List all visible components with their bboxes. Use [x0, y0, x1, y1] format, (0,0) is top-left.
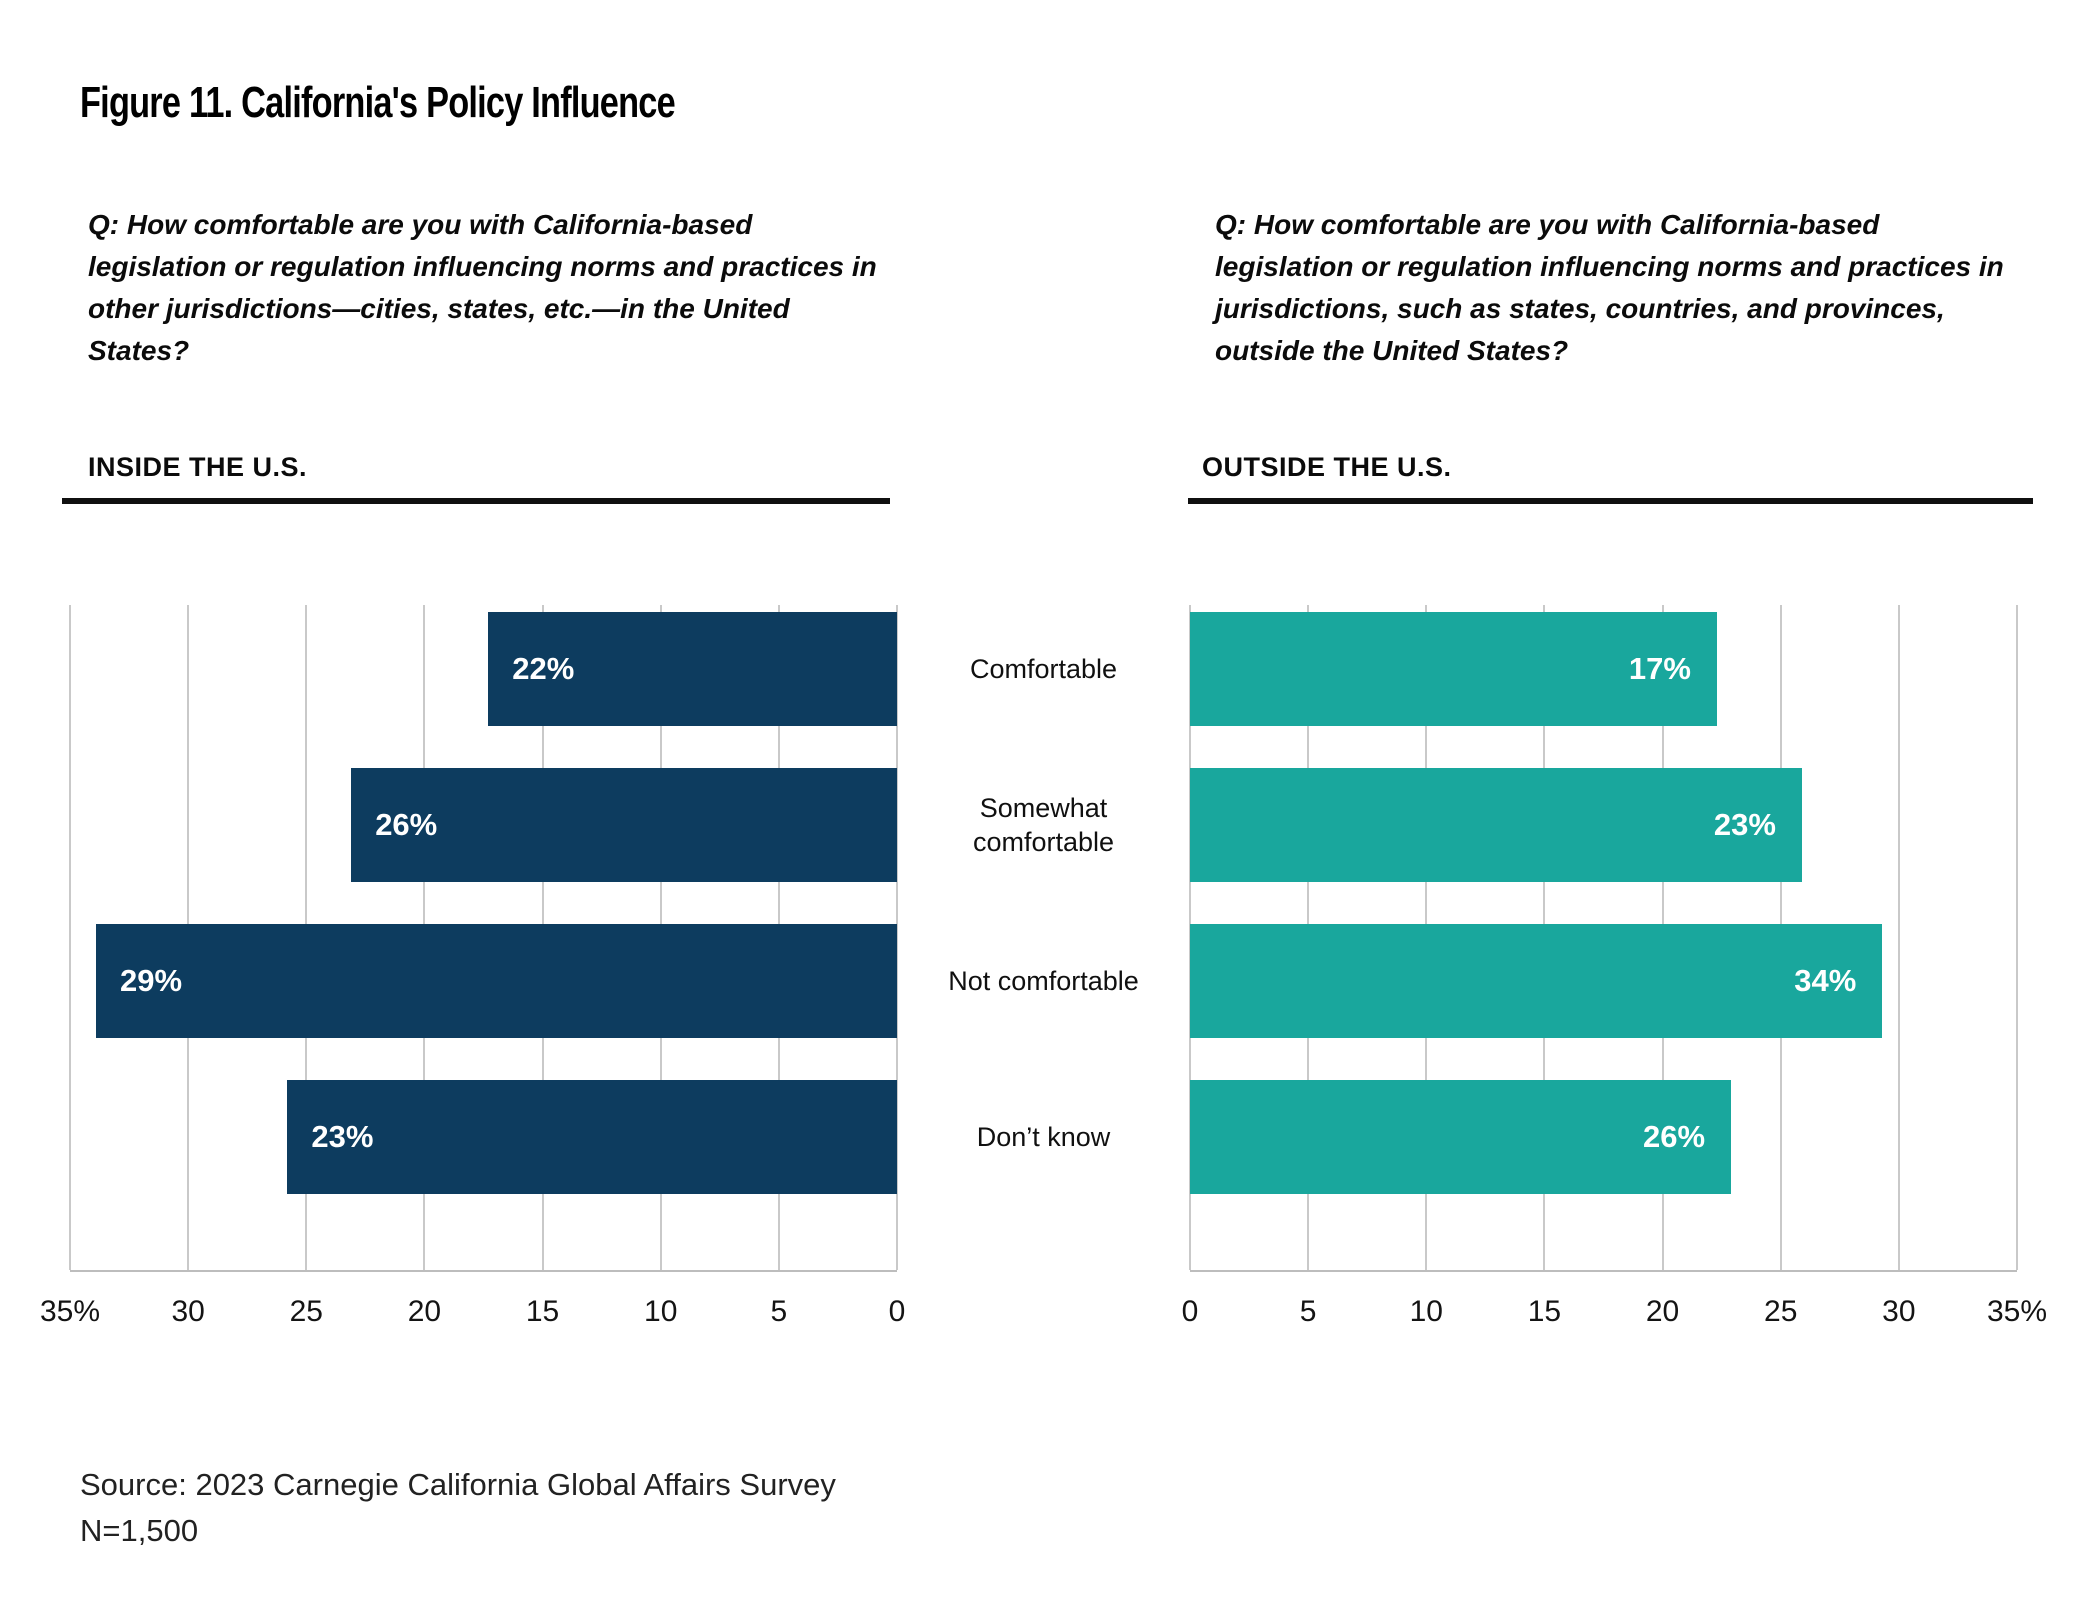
bar-value-label: 26%	[375, 807, 438, 842]
x-tick-label: 15	[1527, 1295, 1562, 1328]
bar-row: 23%	[70, 1080, 897, 1194]
bar-row: 26%	[70, 768, 897, 882]
bar-value-label: 23%	[311, 1119, 374, 1154]
gridline	[69, 605, 71, 1270]
section-header-outside-us-label: OUTSIDE THE U.S.	[1202, 452, 1452, 482]
x-tick-label: 0	[888, 1295, 906, 1328]
bar-row: 29%	[70, 924, 897, 1038]
x-tick-label: 20	[407, 1295, 442, 1328]
category-label: Don’t know	[976, 1122, 1111, 1152]
gridline	[1897, 605, 1900, 1270]
category-row: Not comfortable	[897, 924, 1190, 1038]
x-tick-label: 0	[1181, 1295, 1199, 1328]
bar-don-t-know: 23%	[287, 1080, 897, 1194]
section-header-inside-us-label: INSIDE THE U.S.	[88, 452, 308, 482]
section-header-inside-us: INSIDE THE U.S.	[62, 452, 890, 504]
question-inside-us: Q: How comfortable are you with Californ…	[88, 209, 877, 366]
bar-value-label: 23%	[1713, 807, 1776, 842]
category-label: Somewhat comfortable	[972, 793, 1115, 857]
x-tick-label: 5	[1299, 1295, 1317, 1328]
bar-value-label: 29%	[120, 963, 183, 998]
bar-row: 22%	[70, 612, 897, 726]
bar-somewhat-comfortable: 23%	[1190, 768, 1802, 882]
bar-value-label: 22%	[512, 651, 575, 686]
figure-title: Figure 11. California's Policy Influence	[80, 78, 676, 127]
chart-outside-us: 17% 23% 34% 26%	[1189, 605, 2018, 1272]
gridline	[896, 605, 898, 1270]
category-row: Somewhat comfortable	[897, 768, 1190, 882]
category-labels: Comfortable Somewhat comfortable Not comfo…	[897, 605, 1190, 1270]
bar-somewhat-comfortable: 26%	[351, 768, 897, 882]
bar-row: 17%	[1190, 612, 2017, 726]
sample-size: N=1,500	[80, 1513, 199, 1548]
category-label: Not comfortable	[948, 966, 1139, 996]
category-row: Don’t know	[897, 1080, 1190, 1194]
category-label: Comfortable	[969, 654, 1118, 684]
bar-value-label: 34%	[1794, 963, 1857, 998]
bar-not-comfortable: 34%	[1190, 924, 1883, 1038]
x-tick-label: 35%	[39, 1295, 101, 1328]
x-tick-label: 20	[1645, 1295, 1680, 1328]
x-tick-label: 10	[1409, 1295, 1443, 1328]
section-header-outside-us: OUTSIDE THE U.S.	[1188, 452, 2033, 504]
question-outside-us: Q: How comfortable are you with Californ…	[1215, 209, 2004, 366]
x-axis-inside-us: 35% 30 25 20 15 10 5 0	[40, 1295, 905, 1337]
x-tick-label: 35%	[1986, 1295, 2048, 1328]
bar-not-comfortable: 29%	[96, 924, 897, 1038]
x-tick-label: 5	[770, 1295, 788, 1328]
x-tick-label: 30	[1882, 1295, 1916, 1328]
bar-value-label: 17%	[1628, 651, 1691, 686]
x-tick-label: 10	[644, 1295, 678, 1328]
x-tick-label: 30	[171, 1295, 205, 1328]
x-axis-outside-us: 0 5 10 15 20 25 30 35%	[1182, 1295, 2047, 1337]
source-note: Source: 2023 Carnegie California Global …	[80, 1462, 836, 1554]
chart-inside-us: 22% 26% 29% 23%	[69, 605, 898, 1272]
gridline	[2016, 605, 2018, 1270]
source-line: Source: 2023 Carnegie California Global …	[80, 1467, 836, 1502]
x-tick-label: 15	[525, 1295, 560, 1328]
x-tick-label: 25	[289, 1295, 323, 1328]
bar-comfortable: 17%	[1190, 612, 1717, 726]
bar-row: 23%	[1190, 768, 2017, 882]
bar-row: 34%	[1190, 924, 2017, 1038]
bar-row: 26%	[1190, 1080, 2017, 1194]
bar-don-t-know: 26%	[1190, 1080, 1732, 1194]
category-row: Comfortable	[897, 612, 1190, 726]
x-tick-label: 25	[1764, 1295, 1798, 1328]
bar-value-label: 26%	[1643, 1119, 1706, 1154]
bar-comfortable: 22%	[488, 612, 897, 726]
